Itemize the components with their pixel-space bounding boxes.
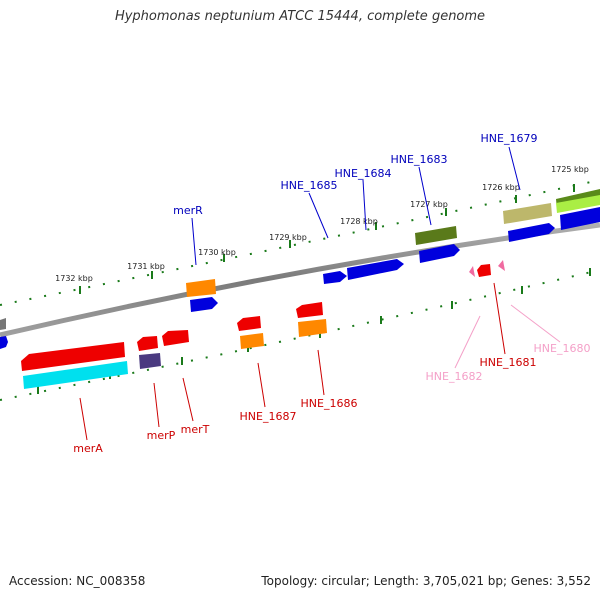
kbp-label: 1725 kbp	[551, 165, 589, 174]
genes-top-strand	[0, 189, 600, 349]
map-title: Hyphomonas neptunium ATCC 15444, complet…	[114, 9, 486, 24]
gene-arrow[interactable]	[237, 316, 261, 331]
gene-arrow[interactable]	[186, 279, 216, 297]
gene-label[interactable]: HNE_1687	[240, 410, 297, 423]
gene-label[interactable]: HNE_1685	[281, 179, 338, 192]
gene-label[interactable]: merT	[181, 423, 210, 436]
kbp-label: 1730 kbp	[198, 248, 236, 257]
ruler-track-upper	[0, 179, 600, 306]
genes-bottom-strand	[21, 260, 505, 389]
gene-arrow[interactable]	[477, 264, 491, 277]
gene-arrow[interactable]	[240, 333, 264, 349]
gene-arrow[interactable]	[139, 353, 161, 369]
ruler-labels: 1725 kbp 1726 kbp 1727 kbp 1728 kbp 1729 kbp…	[55, 165, 589, 283]
gene-label[interactable]: HNE_1681	[480, 356, 537, 369]
gene-arrow[interactable]	[469, 266, 475, 277]
gene-labels-top: HNE_1679 HNE_1683 HNE_1684 HNE_1685 merR	[173, 132, 537, 217]
gene-label[interactable]: merA	[73, 442, 103, 455]
gene-label[interactable]: HNE_1683	[391, 153, 448, 166]
gene-arrow[interactable]	[415, 226, 457, 245]
gene-arrow[interactable]	[137, 336, 158, 351]
kbp-label: 1727 kbp	[410, 200, 448, 209]
gene-label[interactable]: HNE_1680	[534, 342, 591, 355]
gene-arrow[interactable]	[190, 297, 218, 312]
gene-arrow[interactable]	[0, 318, 6, 330]
gene-label[interactable]: HNE_1682	[426, 370, 483, 383]
gene-arrow[interactable]	[23, 361, 128, 389]
accession-text: Accession: NC_008358	[9, 574, 146, 588]
label-leaders	[79, 146, 561, 441]
gene-label[interactable]: HNE_1679	[481, 132, 538, 145]
kbp-label: 1726 kbp	[482, 183, 520, 192]
gene-labels-bottom: HNE_1680 HNE_1681 HNE_1682 HNE_1686 HNE_…	[73, 342, 590, 455]
gene-arrow[interactable]	[503, 203, 552, 224]
gene-arrow[interactable]	[0, 336, 8, 349]
kbp-label: 1731 kbp	[127, 262, 165, 271]
gene-label[interactable]: merP	[147, 429, 176, 442]
major-ticks	[37, 184, 591, 394]
gene-label[interactable]: HNE_1684	[335, 167, 392, 180]
gene-arrow[interactable]	[21, 342, 125, 371]
genome-summary-text: Topology: circular; Length: 3,705,021 bp…	[261, 574, 591, 588]
gene-arrow[interactable]	[296, 302, 323, 318]
gene-arrow[interactable]	[498, 260, 505, 271]
gene-arrow[interactable]	[162, 330, 189, 346]
gene-arrow[interactable]	[556, 195, 600, 213]
kbp-label: 1732 kbp	[55, 274, 93, 283]
gene-arrow[interactable]	[419, 244, 460, 263]
kbp-label: 1729 kbp	[269, 233, 307, 242]
gene-arrow[interactable]	[560, 207, 600, 230]
gene-label[interactable]: HNE_1686	[301, 397, 358, 410]
gene-arrow[interactable]	[298, 319, 327, 337]
gene-label[interactable]: merR	[173, 204, 203, 217]
kbp-label: 1728 kbp	[340, 217, 378, 226]
gene-arrow[interactable]	[508, 223, 555, 242]
gene-arrow[interactable]	[323, 271, 347, 284]
gene-arrow[interactable]	[347, 259, 404, 280]
